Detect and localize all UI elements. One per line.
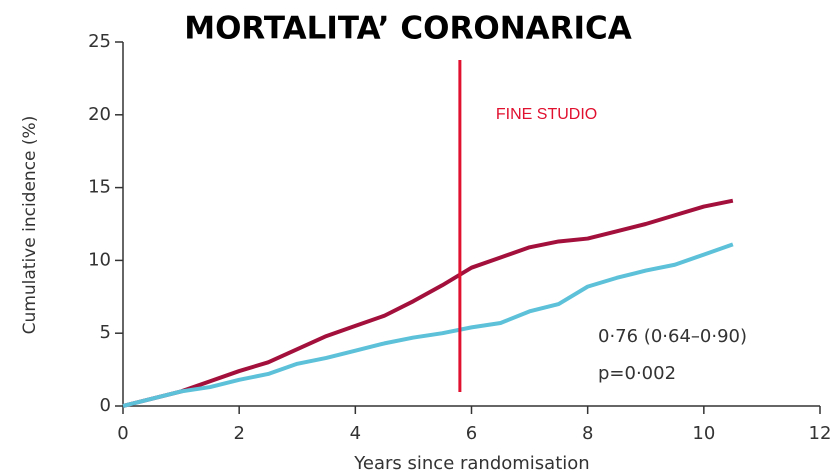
x-tick-label: 2	[233, 423, 244, 444]
x-tick-label: 6	[466, 423, 477, 444]
x-tick-label: 12	[809, 423, 832, 444]
x-tick-label: 4	[350, 423, 361, 444]
y-tick-label: 5	[100, 322, 111, 343]
reference-label: FINE STUDIO	[496, 106, 597, 123]
annotation: 0·76 (0·64–0·90)	[598, 326, 747, 347]
y-tick-label: 25	[88, 31, 111, 52]
y-tick-label: 20	[88, 104, 111, 125]
chart-title: MORTALITA’ CORONARICA	[184, 11, 632, 47]
y-tick-label: 15	[88, 177, 111, 198]
y-tick-label: 10	[88, 249, 111, 270]
y-tick-label: 0	[100, 395, 111, 416]
x-tick-label: 0	[117, 423, 128, 444]
x-tick-label: 8	[582, 423, 593, 444]
data-line	[122, 198, 734, 408]
x-axis-label: Years since randomisation	[353, 453, 589, 474]
x-tick-label: 10	[692, 423, 715, 444]
data-line	[122, 242, 734, 408]
annotation: p=0·002	[598, 363, 676, 384]
y-axis-label: Cumulative incidence (%)	[20, 116, 40, 335]
